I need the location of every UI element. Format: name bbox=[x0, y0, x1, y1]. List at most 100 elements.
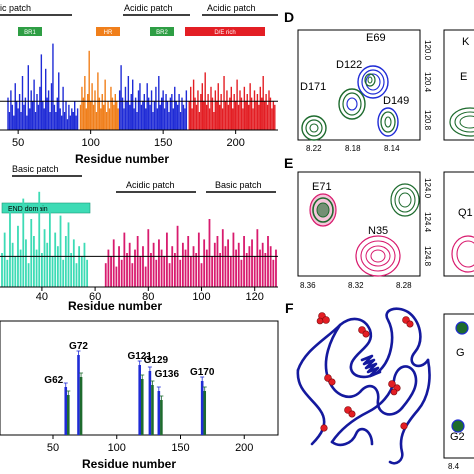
domain-box-de bbox=[185, 27, 265, 36]
bar bbox=[172, 108, 174, 130]
patch-label: Basic patch bbox=[215, 180, 262, 190]
bar bbox=[115, 266, 118, 287]
peak-label: E69 bbox=[366, 32, 386, 44]
bar bbox=[200, 94, 202, 130]
bar bbox=[236, 79, 238, 130]
x-tick: 8.18 bbox=[345, 144, 361, 153]
bar bbox=[250, 97, 253, 130]
x-axis-label: Residue number bbox=[68, 299, 162, 313]
bar bbox=[34, 112, 37, 130]
bar bbox=[245, 253, 248, 287]
bar bbox=[268, 90, 270, 130]
x-tick-label: 150 bbox=[171, 442, 189, 454]
panel-middle: Basic patch Acidic patch Basic patch END… bbox=[0, 164, 278, 313]
bar bbox=[152, 242, 155, 287]
nmr-frame bbox=[297, 171, 421, 277]
bar bbox=[158, 76, 160, 130]
x-ticks-middle: 40 60 80 100 120 bbox=[36, 287, 264, 303]
bar bbox=[104, 79, 106, 130]
x-tick: 8.22 bbox=[306, 144, 322, 153]
bar bbox=[74, 101, 76, 130]
bar bbox=[11, 104, 14, 130]
contour-d171 bbox=[301, 115, 327, 141]
bar bbox=[166, 101, 169, 130]
bar bbox=[190, 86, 192, 130]
bar bbox=[211, 97, 214, 130]
bar bbox=[140, 379, 144, 435]
bar bbox=[210, 86, 212, 130]
bar bbox=[14, 256, 17, 287]
bar bbox=[91, 83, 93, 130]
bar bbox=[30, 219, 33, 287]
bar bbox=[198, 112, 201, 130]
bar bbox=[16, 101, 18, 130]
y-tick: 120.4 bbox=[423, 72, 432, 93]
bar bbox=[136, 236, 139, 287]
bar bbox=[195, 253, 198, 287]
peak-label: E71 bbox=[312, 181, 332, 193]
bar bbox=[22, 198, 25, 287]
bar bbox=[220, 94, 222, 130]
bar bbox=[175, 101, 177, 130]
bar bbox=[10, 90, 12, 130]
bar bbox=[227, 104, 230, 130]
bar bbox=[269, 246, 272, 287]
bar bbox=[269, 97, 272, 130]
bar bbox=[239, 90, 241, 130]
bar bbox=[203, 391, 207, 435]
bar bbox=[120, 259, 123, 287]
bar bbox=[161, 97, 163, 130]
bar bbox=[221, 108, 224, 130]
peak-label: N35 bbox=[368, 225, 388, 237]
bar bbox=[189, 256, 192, 287]
bar bbox=[188, 101, 190, 130]
x-tick-label: 60 bbox=[89, 291, 101, 303]
bar bbox=[19, 249, 22, 287]
bar bbox=[139, 256, 142, 287]
bar bbox=[160, 249, 163, 287]
bar bbox=[259, 249, 261, 287]
bar bbox=[18, 94, 21, 130]
contour-side-d bbox=[449, 107, 474, 137]
bar bbox=[65, 101, 67, 130]
bar bbox=[108, 108, 111, 130]
bar bbox=[156, 108, 159, 130]
bar bbox=[184, 249, 187, 287]
panel-letter: F bbox=[285, 300, 294, 316]
contour-side-e bbox=[451, 235, 474, 273]
bar bbox=[33, 236, 35, 287]
bar bbox=[13, 115, 15, 130]
y-tick: 124.4 bbox=[423, 212, 432, 233]
bar bbox=[59, 108, 61, 130]
bar bbox=[117, 108, 119, 130]
y-tick: 124.0 bbox=[423, 178, 432, 199]
y-tick: 120.8 bbox=[423, 110, 432, 131]
bar bbox=[253, 256, 256, 287]
x-tick-label: 100 bbox=[108, 442, 126, 454]
panel-f: F G G2 8.4 bbox=[285, 300, 474, 471]
bar bbox=[37, 104, 40, 130]
contour-d122 bbox=[338, 88, 366, 120]
bar bbox=[66, 119, 69, 130]
domain-label: D/E rich bbox=[214, 30, 235, 36]
bar bbox=[235, 249, 237, 287]
bar bbox=[146, 83, 148, 130]
bar bbox=[111, 97, 114, 130]
bar bbox=[3, 232, 6, 287]
bar bbox=[7, 97, 9, 130]
peak-label: G72 bbox=[69, 341, 88, 352]
bar bbox=[168, 112, 170, 130]
x-tick-label: 80 bbox=[142, 291, 154, 303]
bar bbox=[27, 65, 29, 130]
bar bbox=[255, 101, 257, 130]
bar bbox=[181, 242, 184, 287]
bar bbox=[126, 101, 128, 130]
bar bbox=[47, 90, 50, 130]
bar bbox=[55, 112, 57, 130]
bar bbox=[142, 246, 144, 287]
side-label: E bbox=[460, 71, 467, 83]
bar bbox=[234, 101, 237, 130]
bar bbox=[275, 249, 277, 287]
bar bbox=[263, 101, 266, 130]
